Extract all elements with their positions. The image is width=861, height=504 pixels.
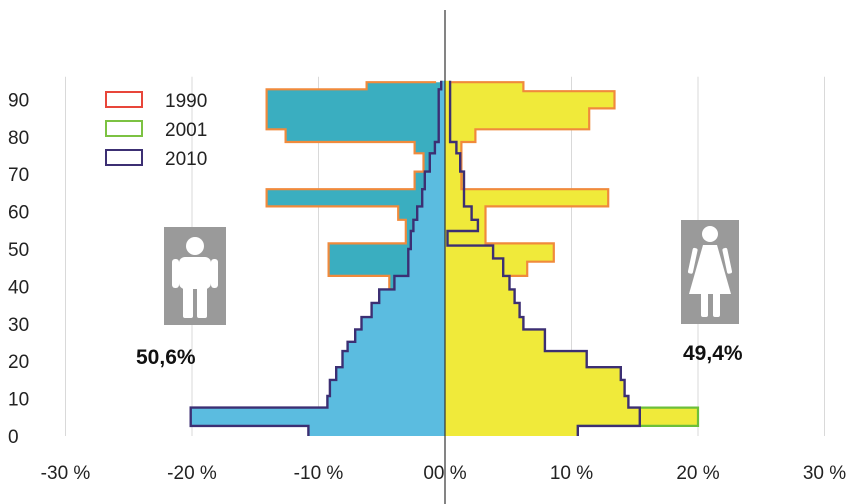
legend-swatch-2001 [105, 120, 143, 137]
x-tick-label-20: 20 % [676, 463, 719, 484]
x-tick-label--20: -20 % [167, 463, 217, 484]
female-2010-area [445, 80, 640, 436]
legend: 1990 2001 2010 [105, 91, 207, 170]
pyramid-fills [190, 80, 698, 436]
y-axis-tick-labels: 0 10 20 30 40 50 60 70 80 90 [8, 90, 29, 448]
y-tick-label-0: 0 [8, 427, 19, 448]
y-tick-label-30: 30 [8, 315, 29, 336]
legend-swatch-1990 [105, 91, 143, 108]
x-tick-label-30: 30 % [803, 463, 846, 484]
y-tick-label-60: 60 [8, 203, 29, 224]
legend-item-2010: 2010 [105, 149, 207, 170]
male-1990-outline [265, 81, 437, 291]
pyramid-outlines [189, 80, 700, 436]
x-tick-label--30: -30 % [41, 463, 91, 484]
male-2010-area [190, 80, 445, 436]
legend-label-2001: 2001 [165, 120, 207, 141]
legend-item-1990: 1990 [105, 91, 207, 112]
y-tick-label-50: 50 [8, 240, 29, 261]
legend-label-2010: 2010 [165, 149, 207, 170]
y-tick-label-90: 90 [8, 90, 29, 111]
male-person-icon [164, 227, 226, 325]
female-share-label: 49,4% [683, 342, 743, 365]
female-2010-outline [446, 80, 641, 436]
y-tick-label-20: 20 [8, 352, 29, 373]
y-tick-label-40: 40 [8, 277, 29, 298]
x-axis-tick-labels: -30 % -20 % -10 % 00 % 10 % 20 % 30 % [41, 463, 847, 484]
y-tick-label-10: 10 [8, 390, 29, 411]
x-tick-label--10: -10 % [294, 463, 344, 484]
x-tick-label-10: 10 % [550, 463, 593, 484]
legend-swatch-2010 [105, 149, 143, 166]
male-share-label: 50,6% [136, 346, 196, 369]
y-tick-label-70: 70 [8, 165, 29, 186]
male-1990-area [266, 82, 445, 290]
y-tick-label-80: 80 [8, 128, 29, 149]
female-person-icon [681, 220, 739, 324]
legend-label-1990: 1990 [165, 91, 207, 112]
male-2010-outline [189, 80, 443, 436]
x-tick-label-0: 00 % [423, 463, 466, 484]
legend-item-2001: 2001 [105, 120, 207, 141]
